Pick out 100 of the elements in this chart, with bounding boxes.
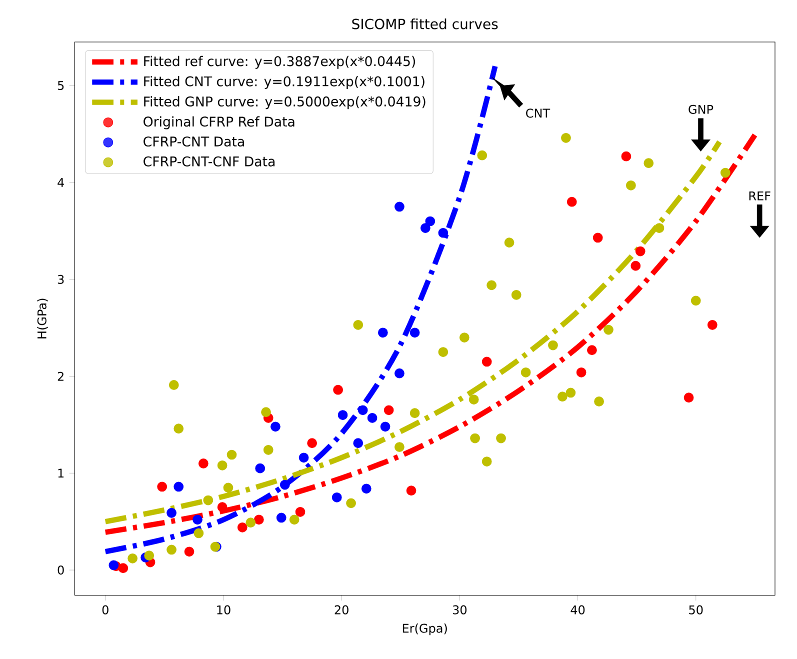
point <box>496 433 506 444</box>
point <box>346 498 356 508</box>
point <box>548 340 558 350</box>
point <box>367 412 378 423</box>
point <box>486 280 497 290</box>
point <box>438 346 448 357</box>
point <box>690 296 701 306</box>
point <box>217 460 228 470</box>
point <box>378 328 388 338</box>
point <box>520 367 531 378</box>
point <box>174 424 184 434</box>
point <box>592 232 603 243</box>
point <box>566 388 576 398</box>
point <box>626 180 636 190</box>
y-tick-label: 5 <box>58 81 64 90</box>
y-tick-label: 3 <box>58 274 64 284</box>
annotation: REF <box>749 191 770 200</box>
point <box>604 324 614 335</box>
point <box>118 563 128 573</box>
point <box>174 482 184 492</box>
x-axis-title: Er(Gpa) <box>402 623 447 635</box>
point <box>166 544 176 555</box>
y-tick-label: 4 <box>58 178 64 187</box>
point <box>477 150 488 160</box>
point <box>394 442 404 452</box>
point <box>438 228 448 238</box>
point <box>707 320 718 330</box>
point <box>654 222 664 233</box>
point <box>557 392 568 402</box>
point <box>470 433 480 444</box>
point <box>561 132 571 143</box>
legend-label: Fitted CNT curve: y=0.1911exp(x*0.1001) <box>144 76 424 89</box>
point <box>270 422 280 432</box>
point <box>184 546 194 556</box>
point <box>166 508 176 518</box>
legend-label: CFRP-CNT Data <box>144 136 244 146</box>
point <box>168 380 179 390</box>
point <box>203 495 214 506</box>
point <box>504 237 514 248</box>
point <box>194 528 204 538</box>
point <box>361 484 372 494</box>
point <box>263 444 274 455</box>
point <box>108 560 119 570</box>
point <box>192 514 202 524</box>
point <box>482 356 492 367</box>
point <box>226 450 237 460</box>
point <box>280 480 290 490</box>
point <box>144 550 154 560</box>
point <box>720 168 730 178</box>
annotation: CNT <box>526 108 550 118</box>
chart-title: SICOMP fitted curves <box>352 18 498 30</box>
point <box>594 396 604 406</box>
legend-label: Fitted GNP curve: y=0.5000exp(x*0.0419) <box>144 96 426 109</box>
y-tick-label: 1 <box>58 468 64 478</box>
x-tick-label: 50 <box>689 605 703 614</box>
point <box>576 367 586 378</box>
point <box>332 492 342 502</box>
point <box>338 410 348 420</box>
point <box>410 328 420 338</box>
point <box>684 392 694 402</box>
point <box>198 458 208 468</box>
point <box>459 332 470 342</box>
point <box>276 512 286 523</box>
x-tick-label: 10 <box>217 605 230 614</box>
point <box>246 518 256 528</box>
y-tick-label: 2 <box>58 372 64 381</box>
annotation: GNP <box>688 104 714 114</box>
point <box>333 384 343 395</box>
x-tick-label: 20 <box>334 605 348 614</box>
point <box>289 514 300 524</box>
point <box>406 486 416 496</box>
x-tick-label: 30 <box>452 605 467 614</box>
point <box>384 405 394 415</box>
x-tick-label: 0 <box>102 605 108 614</box>
point <box>425 216 436 226</box>
point <box>644 158 654 168</box>
point <box>254 514 264 524</box>
point <box>468 394 479 404</box>
y-axis-title: H(GPa) <box>37 298 48 338</box>
legend-label: CFRP-CNT-CNF Data <box>144 156 275 166</box>
point <box>255 463 266 474</box>
point <box>261 407 271 417</box>
point <box>394 202 404 212</box>
legend-label: Original CFRP Ref Data <box>144 116 294 130</box>
point <box>307 438 318 448</box>
point <box>635 246 646 256</box>
point <box>223 482 234 493</box>
point <box>394 368 404 378</box>
point <box>587 345 597 355</box>
y-tick-label: 0 <box>58 565 64 574</box>
point <box>511 290 522 300</box>
point <box>410 408 420 418</box>
point <box>237 522 248 532</box>
point <box>621 151 632 162</box>
point <box>353 438 364 448</box>
point <box>482 456 492 466</box>
point <box>217 502 228 512</box>
point <box>380 422 390 432</box>
point <box>298 452 309 462</box>
point <box>295 506 306 517</box>
